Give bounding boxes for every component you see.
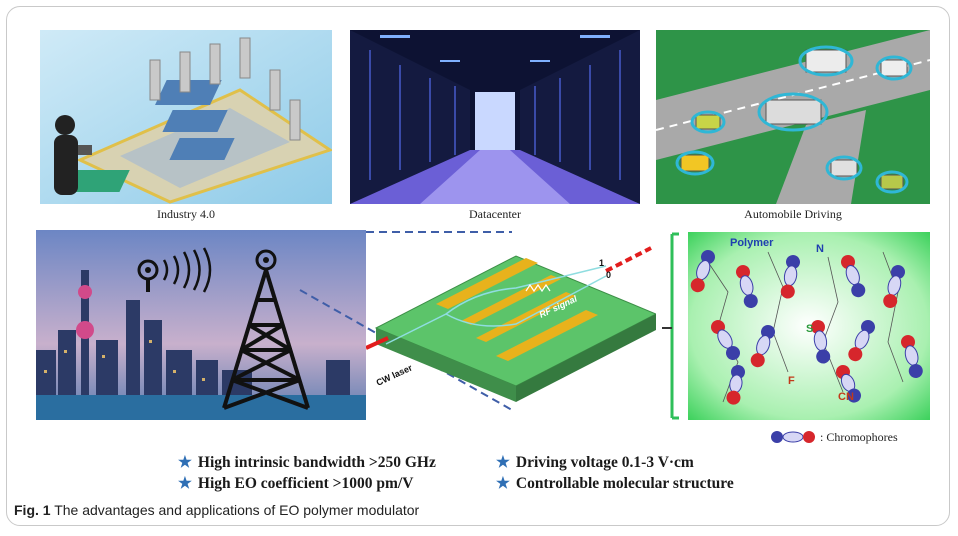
polymer-label: Polymer: [730, 237, 774, 249]
figure-caption: Fig. 1 The advantages and applications o…: [14, 502, 419, 518]
datacenter-illustration: [350, 30, 640, 204]
modulator-illustration: RF signal CW laser 1 0: [366, 246, 656, 402]
industry-illustration: [40, 30, 332, 204]
chromophore-legend: : Chromophores: [770, 428, 898, 446]
industry-caption: Industry 4.0: [157, 207, 215, 221]
modulator-panel: RF signal CW laser 1 0: [366, 236, 656, 414]
datacenter-panel: [350, 30, 640, 204]
city-tower-illustration: [36, 230, 366, 420]
bit-zero-label: 0: [606, 270, 611, 280]
chromophore-legend-text: : Chromophores: [820, 429, 898, 444]
bracket-connector: [662, 232, 679, 420]
city-tower-panel: [36, 230, 366, 420]
rf-wave-icon: [525, 283, 551, 293]
bit-one-label: 1: [599, 258, 604, 268]
chromophore-icon: [771, 431, 815, 443]
atom-cn-label: CN: [838, 391, 854, 403]
atom-n-label: N: [816, 243, 824, 255]
automobile-caption: Automobile Driving: [744, 207, 842, 221]
atom-f-label: F: [788, 375, 795, 387]
figure-caption-text: The advantages and applications of EO po…: [50, 502, 420, 518]
automobile-illustration: [656, 30, 930, 204]
chromophore-group: [690, 250, 923, 405]
molecule-panel: Polymer N S F CN: [688, 232, 930, 420]
atom-s-label: S: [806, 323, 813, 335]
industry-panel: [40, 30, 332, 204]
figure-caption-label: Fig. 1: [14, 502, 51, 518]
automobile-panel: [656, 30, 930, 204]
cw-laser-label: CW laser: [375, 362, 415, 388]
datacenter-caption: Datacenter: [469, 207, 521, 221]
polymer-chromophore-illustration: Polymer N S F CN: [688, 232, 930, 420]
